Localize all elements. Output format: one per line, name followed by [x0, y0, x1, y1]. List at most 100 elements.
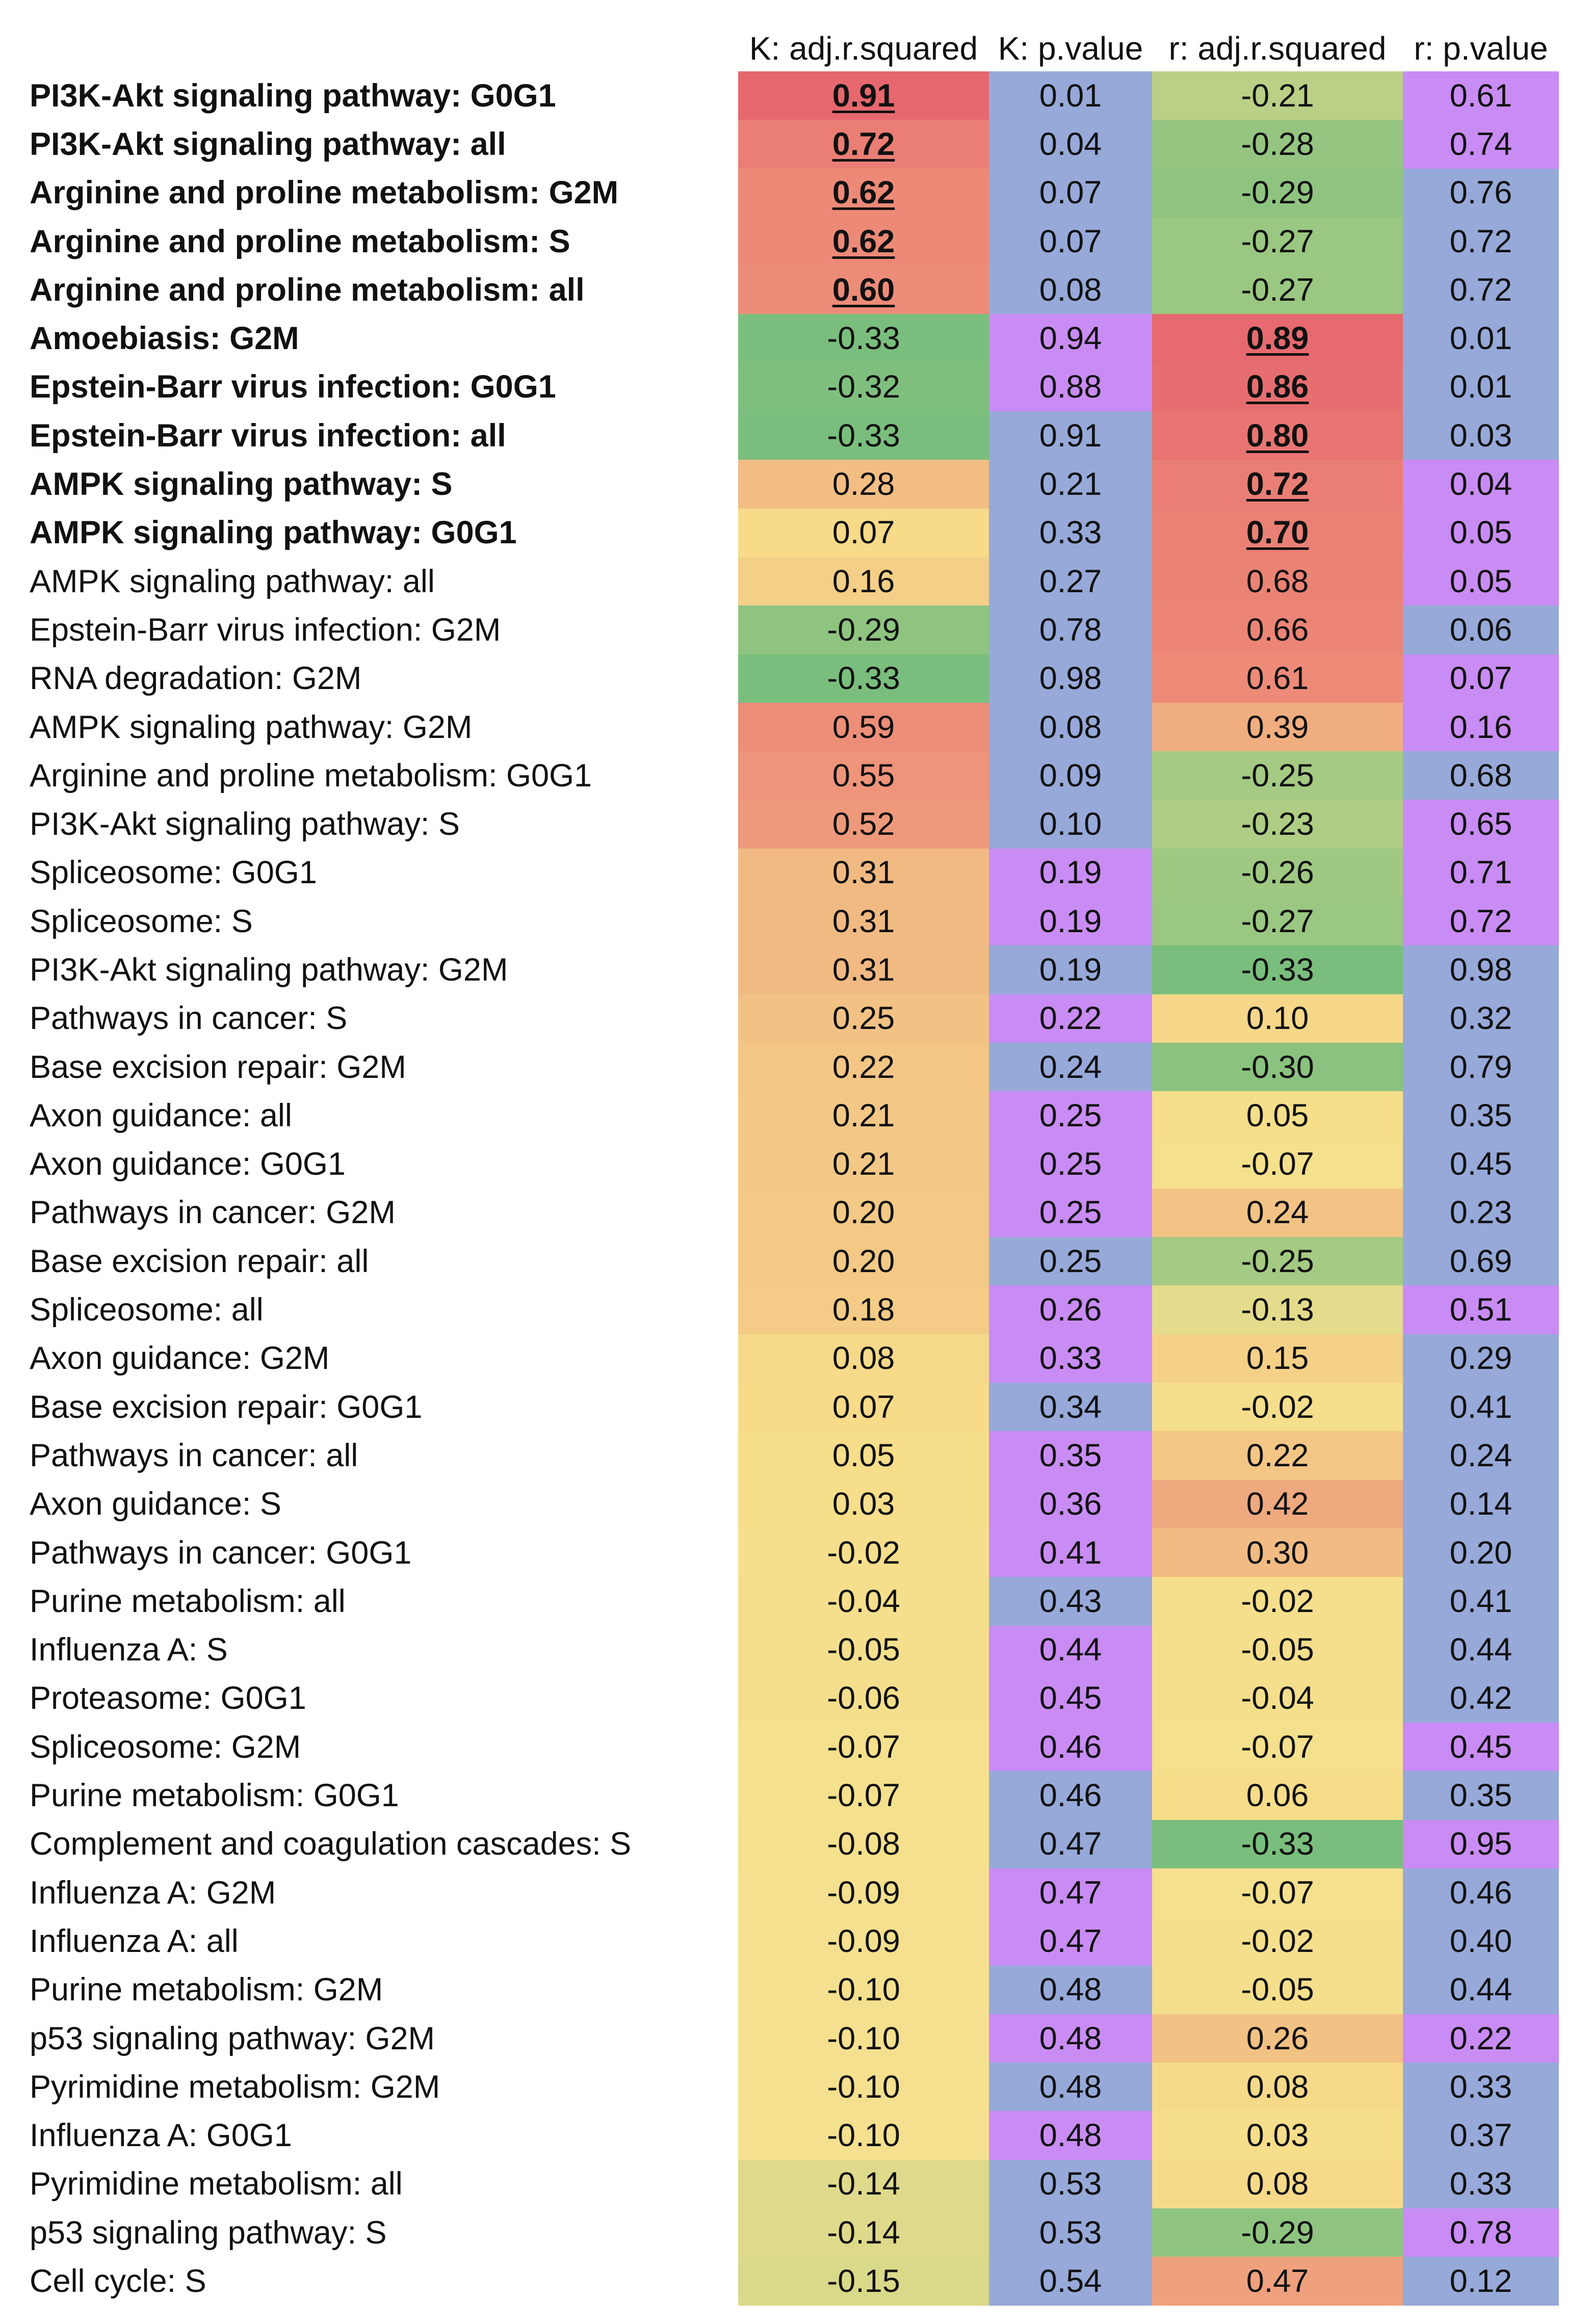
- k-adj-r-squared-cell: 0.62: [738, 168, 989, 217]
- k-adj-r-squared-cell: 0.08: [738, 1334, 989, 1383]
- k-adj-r-squared-cell: -0.15: [738, 2257, 989, 2306]
- r-adj-r-squared-cell: -0.23: [1152, 800, 1403, 849]
- k-p-value-cell: 0.46: [989, 1723, 1152, 1772]
- k-p-value-cell: 0.53: [989, 2208, 1152, 2257]
- row-label: Axon guidance: G2M: [30, 1340, 330, 1377]
- r-adj-r-squared-cell: -0.05: [1152, 1965, 1403, 2014]
- k-adj-r-squared-cell: 0.55: [738, 751, 989, 800]
- k-p-value-cell: 0.41: [989, 1528, 1152, 1577]
- r-p-value-cell: 0.01: [1403, 314, 1559, 363]
- r-adj-r-squared-cell: -0.26: [1152, 848, 1403, 897]
- table-row: Purine metabolism: all -0.04 0.43 -0.02 0.41: [0, 1577, 1591, 1626]
- r-adj-r-squared-cell: -0.07: [1152, 1868, 1403, 1917]
- r-p-value-cell: 0.04: [1403, 460, 1559, 509]
- row-label: p53 signaling pathway: S: [30, 2214, 387, 2251]
- table-row: Axon guidance: G0G1 0.21 0.25 -0.07 0.45: [0, 1140, 1591, 1189]
- k-adj-r-squared-cell: -0.07: [738, 1723, 989, 1772]
- k-p-value-cell: 0.25: [989, 1140, 1152, 1189]
- r-p-value-cell: 0.24: [1403, 1431, 1559, 1480]
- k-p-value-cell: 0.08: [989, 266, 1152, 314]
- r-adj-r-squared-cell: -0.05: [1152, 1625, 1403, 1674]
- k-adj-r-squared-cell: 0.28: [738, 460, 989, 509]
- table-row: AMPK signaling pathway: all 0.16 0.27 0.68 0…: [0, 557, 1591, 606]
- row-label: Arginine and proline metabolism: all: [30, 272, 585, 308]
- k-adj-r-squared-cell: 0.52: [738, 800, 989, 849]
- r-p-value-cell: 0.68: [1403, 751, 1559, 800]
- r-p-value-cell: 0.98: [1403, 945, 1559, 994]
- r-p-value-cell: 0.44: [1403, 1625, 1559, 1674]
- row-label: Influenza A: S: [30, 1632, 228, 1668]
- r-adj-r-squared-cell: 0.47: [1152, 2257, 1403, 2306]
- k-p-value-cell: 0.33: [989, 508, 1152, 557]
- row-label: Cell cycle: S: [30, 2263, 206, 2299]
- table-row: Spliceosome: all 0.18 0.26 -0.13 0.51: [0, 1285, 1591, 1334]
- table-row: Epstein-Barr virus infection: G2M -0.29 0.…: [0, 605, 1591, 654]
- k-p-value-cell: 0.26: [989, 1285, 1152, 1334]
- r-p-value-cell: 0.32: [1403, 994, 1559, 1043]
- row-label: Complement and coagulation cascades: S: [30, 1826, 632, 1862]
- r-p-value-cell: 0.07: [1403, 654, 1559, 703]
- r-p-value-cell: 0.01: [1403, 362, 1559, 412]
- k-adj-r-squared-cell: -0.04: [738, 1577, 989, 1626]
- k-p-value-cell: 0.48: [989, 2014, 1152, 2063]
- k-adj-r-squared-cell: -0.33: [738, 314, 989, 363]
- r-adj-r-squared-cell: 0.66: [1152, 605, 1403, 654]
- row-label: Base excision repair: G0G1: [30, 1389, 423, 1425]
- table-row: Purine metabolism: G2M -0.10 0.48 -0.05 0.44: [0, 1965, 1591, 2014]
- r-adj-r-squared-cell: 0.15: [1152, 1334, 1403, 1383]
- r-adj-r-squared-cell: -0.25: [1152, 1237, 1403, 1286]
- r-adj-r-squared-cell: -0.13: [1152, 1285, 1403, 1334]
- k-adj-r-squared-cell: 0.31: [738, 897, 989, 946]
- table-row: Base excision repair: G0G1 0.07 0.34 -0.02 0…: [0, 1383, 1591, 1432]
- row-label: Pathways in cancer: G2M: [30, 1195, 396, 1231]
- table-row: Arginine and proline metabolism: G0G1 0.5…: [0, 751, 1591, 800]
- row-label: PI3K-Akt signaling pathway: G2M: [30, 952, 508, 988]
- row-label: Pathways in cancer: S: [30, 1000, 348, 1037]
- k-adj-r-squared-cell: -0.02: [738, 1528, 989, 1577]
- k-p-value-cell: 0.01: [989, 71, 1152, 120]
- k-p-value-cell: 0.34: [989, 1383, 1152, 1432]
- row-label: Pathways in cancer: all: [30, 1437, 358, 1473]
- k-adj-r-squared-cell: 0.31: [738, 945, 989, 994]
- k-p-value-cell: 0.47: [989, 1917, 1152, 1966]
- table-row: Influenza A: all -0.09 0.47 -0.02 0.40: [0, 1917, 1591, 1966]
- k-p-value-cell: 0.98: [989, 654, 1152, 703]
- table-row: p53 signaling pathway: S -0.14 0.53 -0.29 0.…: [0, 2208, 1591, 2257]
- r-adj-r-squared-cell: 0.24: [1152, 1188, 1403, 1237]
- r-adj-r-squared-cell: 0.39: [1152, 702, 1403, 752]
- k-p-value-cell: 0.48: [989, 1965, 1152, 2014]
- row-label: Base excision repair: all: [30, 1243, 369, 1279]
- table-row: Arginine and proline metabolism: G2M 0.62…: [0, 168, 1591, 217]
- r-p-value-cell: 0.23: [1403, 1188, 1559, 1237]
- row-label: Influenza A: G0G1: [30, 2118, 292, 2154]
- row-label: Axon guidance: G0G1: [30, 1146, 346, 1182]
- r-p-value-cell: 0.33: [1403, 2159, 1559, 2209]
- k-adj-r-squared-cell: -0.05: [738, 1625, 989, 1674]
- k-adj-r-squared-cell: -0.10: [738, 2014, 989, 2063]
- r-p-value-cell: 0.76: [1403, 168, 1559, 217]
- row-label: AMPK signaling pathway: G2M: [30, 709, 473, 745]
- header-k-p-value: K: p.value: [998, 30, 1143, 67]
- k-p-value-cell: 0.53: [989, 2159, 1152, 2209]
- r-adj-r-squared-cell: -0.27: [1152, 217, 1403, 266]
- k-p-value-cell: 0.08: [989, 702, 1152, 752]
- row-label: RNA degradation: G2M: [30, 661, 362, 697]
- r-p-value-cell: 0.35: [1403, 1091, 1559, 1140]
- r-p-value-cell: 0.41: [1403, 1383, 1559, 1432]
- row-label: Arginine and proline metabolism: G2M: [30, 175, 619, 211]
- r-adj-r-squared-cell: 0.30: [1152, 1528, 1403, 1577]
- r-adj-r-squared-cell: 0.08: [1152, 2159, 1403, 2209]
- r-p-value-cell: 0.05: [1403, 508, 1559, 557]
- r-adj-r-squared-cell: -0.21: [1152, 71, 1403, 120]
- table-row: Influenza A: G2M -0.09 0.47 -0.07 0.46: [0, 1868, 1591, 1917]
- k-p-value-cell: 0.19: [989, 945, 1152, 994]
- k-p-value-cell: 0.54: [989, 2257, 1152, 2306]
- row-label: PI3K-Akt signaling pathway: all: [30, 126, 506, 162]
- r-p-value-cell: 0.45: [1403, 1140, 1559, 1189]
- r-adj-r-squared-cell: 0.10: [1152, 994, 1403, 1043]
- k-p-value-cell: 0.21: [989, 460, 1152, 509]
- r-p-value-cell: 0.22: [1403, 2014, 1559, 2063]
- r-p-value-cell: 0.05: [1403, 557, 1559, 606]
- k-adj-r-squared-cell: 0.91: [738, 71, 989, 120]
- r-adj-r-squared-cell: 0.26: [1152, 2014, 1403, 2063]
